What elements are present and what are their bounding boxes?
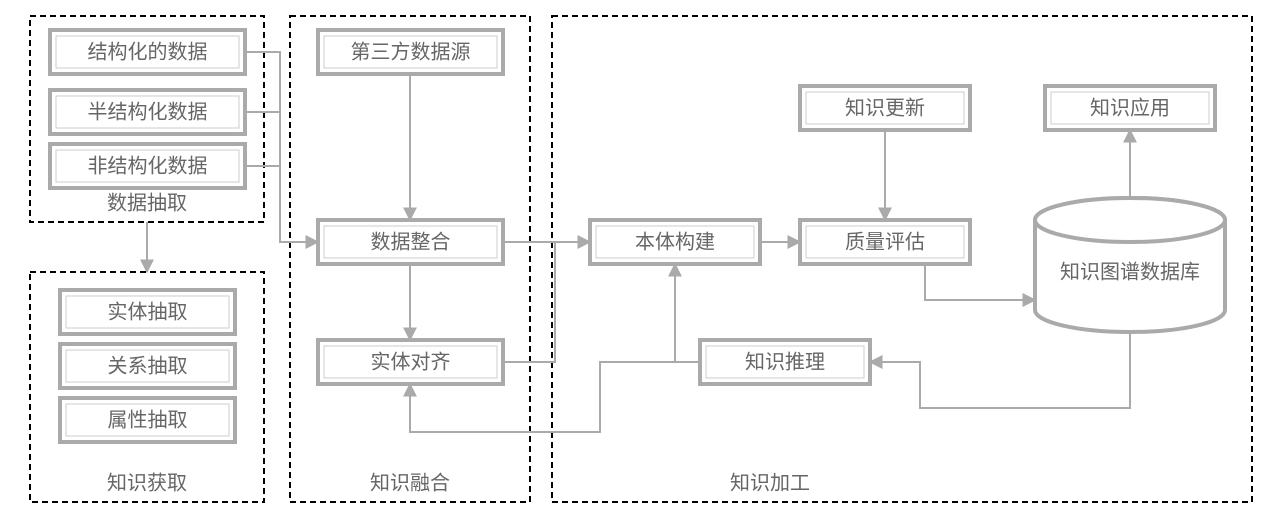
edge-db-to-reasoning <box>870 332 1130 408</box>
node-quality: 质量评估 <box>800 220 970 264</box>
node-third_party: 第三方数据源 <box>318 30 503 74</box>
edge-reasoning-to-ontology <box>675 264 700 362</box>
node-unstructured: 非结构化数据 <box>50 144 245 188</box>
node-label-relation_ext: 关系抽取 <box>108 354 188 377</box>
node-structured: 结构化的数据 <box>50 30 245 74</box>
edge-quality-to-db <box>925 264 1035 300</box>
node-label-entity_ext: 实体抽取 <box>108 300 188 323</box>
node-label-attribute_ext: 属性抽取 <box>108 408 188 431</box>
node-label-ontology: 本体构建 <box>635 230 715 253</box>
node-data_integrate: 数据整合 <box>318 220 503 264</box>
node-label-reasoning: 知识推理 <box>745 350 825 373</box>
node-label-third_party: 第三方数据源 <box>351 40 471 63</box>
node-label-database: 知识图谱数据库 <box>1060 260 1200 283</box>
node-semi: 半结构化数据 <box>50 90 245 134</box>
node-label-data_integrate: 数据整合 <box>371 230 451 253</box>
group-label-fusion: 知识融合 <box>370 471 450 494</box>
group-label-data_extract: 数据抽取 <box>107 191 187 214</box>
group-label-knowledge_acq: 知识获取 <box>107 471 187 494</box>
node-label-quality: 质量评估 <box>845 230 925 253</box>
node-ontology: 本体构建 <box>590 220 760 264</box>
group-label-processing: 知识加工 <box>730 471 810 494</box>
node-relation_ext: 关系抽取 <box>60 344 235 388</box>
node-update: 知识更新 <box>800 86 970 130</box>
node-label-update: 知识更新 <box>845 96 925 119</box>
edge-structured-right <box>245 52 318 242</box>
node-label-application: 知识应用 <box>1090 96 1170 119</box>
node-reasoning: 知识推理 <box>700 340 870 384</box>
node-label-semi: 半结构化数据 <box>88 100 208 123</box>
node-attribute_ext: 属性抽取 <box>60 398 235 442</box>
node-label-structured: 结构化的数据 <box>88 40 208 63</box>
node-entity_align: 实体对齐 <box>318 340 503 384</box>
node-application: 知识应用 <box>1045 86 1215 130</box>
node-database: 知识图谱数据库 <box>1035 198 1225 332</box>
node-label-entity_align: 实体对齐 <box>371 350 451 373</box>
node-label-unstructured: 非结构化数据 <box>88 154 208 177</box>
node-entity_ext: 实体抽取 <box>60 290 235 334</box>
